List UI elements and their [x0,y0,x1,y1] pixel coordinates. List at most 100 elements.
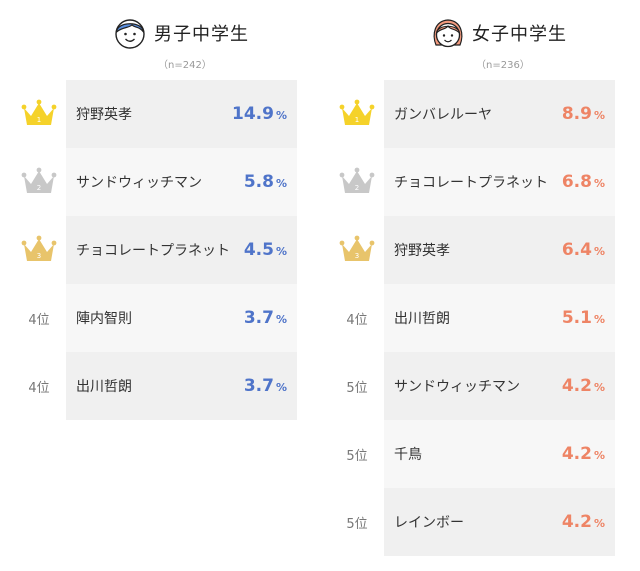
comedian-name: 陣内智則 [76,311,132,327]
ranking-card: サンドウィッチマン 4.2% [384,352,615,420]
gold-crown-icon: 1 [18,80,60,148]
percentage-unit: % [275,381,287,394]
percentage: 4.5% [244,240,287,260]
ranking-row: 1 狩野英孝 14.9% [0,80,310,148]
comedian-name: サンドウィッチマン [76,175,202,191]
comedian-name: 狩野英孝 [76,107,132,123]
percentage-unit: % [593,517,605,530]
boy-face-icon [115,19,145,49]
svg-text:3: 3 [37,252,41,260]
percentage-value: 6.4 [561,240,592,260]
girls-title: 女子中学生 [472,24,567,45]
svg-text:1: 1 [37,116,41,124]
percentage-unit: % [275,177,287,190]
comedian-name: 出川哲朗 [394,311,450,327]
ranking-row: 4位 陣内智則 3.7% [0,284,310,352]
comedian-name: 千鳥 [394,447,422,463]
svg-text:2: 2 [37,184,41,192]
svg-text:3: 3 [355,252,359,260]
percentage: 4.2% [562,444,605,464]
percentage: 5.8% [244,172,287,192]
comedian-name: チョコレートプラネット [76,243,230,259]
percentage: 14.9% [232,104,287,124]
percentage-unit: % [275,109,287,122]
bronze-crown-icon: 3 [336,216,378,284]
silver-crown-icon: 2 [18,148,60,216]
comedian-name: サンドウィッチマン [394,379,520,395]
ranking-row: 3 チョコレートプラネット 4.5% [0,216,310,284]
percentage-value: 6.8 [561,172,592,192]
svg-text:1: 1 [355,116,359,124]
ranking-row: 4位 出川哲朗 3.7% [0,352,310,420]
gold-crown-icon: 1 [336,80,378,148]
ranking-row: 2 チョコレートプラネット 6.8% [318,148,628,216]
boys-sample-size: （n=242） [158,60,212,71]
girls-header: 女子中学生 [430,14,567,52]
percentage-value: 5.8 [243,172,274,192]
ranking-card: 狩野英孝 14.9% [66,80,297,148]
percentage-unit: % [275,313,287,326]
bronze-crown-icon: 3 [18,216,60,284]
percentage-value: 8.9 [561,104,592,124]
boys-title: 男子中学生 [154,24,249,45]
ranking-row: 4位 出川哲朗 5.1% [318,284,628,352]
percentage: 8.9% [562,104,605,124]
comedian-name: チョコレートプラネット [394,175,548,191]
percentage-value: 4.2 [561,444,592,464]
silver-crown-icon: 2 [336,148,378,216]
ranking-row: 5位 千鳥 4.2% [318,420,628,488]
ranking-row: 2 サンドウィッチマン 5.8% [0,148,310,216]
percentage-unit: % [275,245,287,258]
ranking-card: サンドウィッチマン 5.8% [66,148,297,216]
comedian-name: ガンバレルーヤ [394,107,492,123]
percentage: 6.8% [562,172,605,192]
boys-ranking-list: 1 狩野英孝 14.9% 2 サンドウィッチマン 5.8% 3 チョコレートプラネット 4.5%… [0,80,310,420]
rank-label: 5位 [346,516,368,532]
percentage-unit: % [593,313,605,326]
ranking-row: 5位 サンドウィッチマン 4.2% [318,352,628,420]
ranking-card: チョコレートプラネット 6.8% [384,148,615,216]
ranking-card: 千鳥 4.2% [384,420,615,488]
girl-face-icon [433,19,463,48]
percentage-value: 4.2 [561,512,592,532]
ranking-card: レインボー 4.2% [384,488,615,556]
percentage-value: 4.2 [561,376,592,396]
ranking-row: 1 ガンバレルーヤ 8.9% [318,80,628,148]
percentage-value: 4.5 [243,240,274,260]
percentage-unit: % [593,177,605,190]
percentage: 3.7% [244,308,287,328]
svg-text:2: 2 [355,184,359,192]
percentage-unit: % [593,449,605,462]
ranking-card: 出川哲朗 5.1% [384,284,615,352]
ranking-row: 5位 レインボー 4.2% [318,488,628,556]
ranking-card: 狩野英孝 6.4% [384,216,615,284]
ranking-row: 3 狩野英孝 6.4% [318,216,628,284]
rank-label: 5位 [346,380,368,396]
ranking-card: 陣内智則 3.7% [66,284,297,352]
percentage-value: 3.7 [243,308,274,328]
percentage-value: 5.1 [561,308,592,328]
percentage-unit: % [593,245,605,258]
girls-sample-size: （n=236） [476,60,530,71]
rank-label: 4位 [346,312,368,328]
percentage-unit: % [593,381,605,394]
rank-label: 4位 [28,312,50,328]
ranking-card: チョコレートプラネット 4.5% [66,216,297,284]
percentage-value: 3.7 [243,376,274,396]
rank-label: 4位 [28,380,50,396]
percentage: 6.4% [562,240,605,260]
comedian-name: レインボー [394,515,464,531]
percentage-unit: % [593,109,605,122]
comedian-name: 出川哲朗 [76,379,132,395]
ranking-card: 出川哲朗 3.7% [66,352,297,420]
percentage-value: 14.9 [232,104,274,124]
percentage: 4.2% [562,376,605,396]
rank-label: 5位 [346,448,368,464]
comedian-name: 狩野英孝 [394,243,450,259]
percentage: 4.2% [562,512,605,532]
boys-header: 男子中学生 [112,14,249,52]
girls-ranking-list: 1 ガンバレルーヤ 8.9% 2 チョコレートプラネット 6.8% 3 狩野英孝 6.4% 4位出… [318,80,628,556]
ranking-card: ガンバレルーヤ 8.9% [384,80,615,148]
percentage: 3.7% [244,376,287,396]
percentage: 5.1% [562,308,605,328]
